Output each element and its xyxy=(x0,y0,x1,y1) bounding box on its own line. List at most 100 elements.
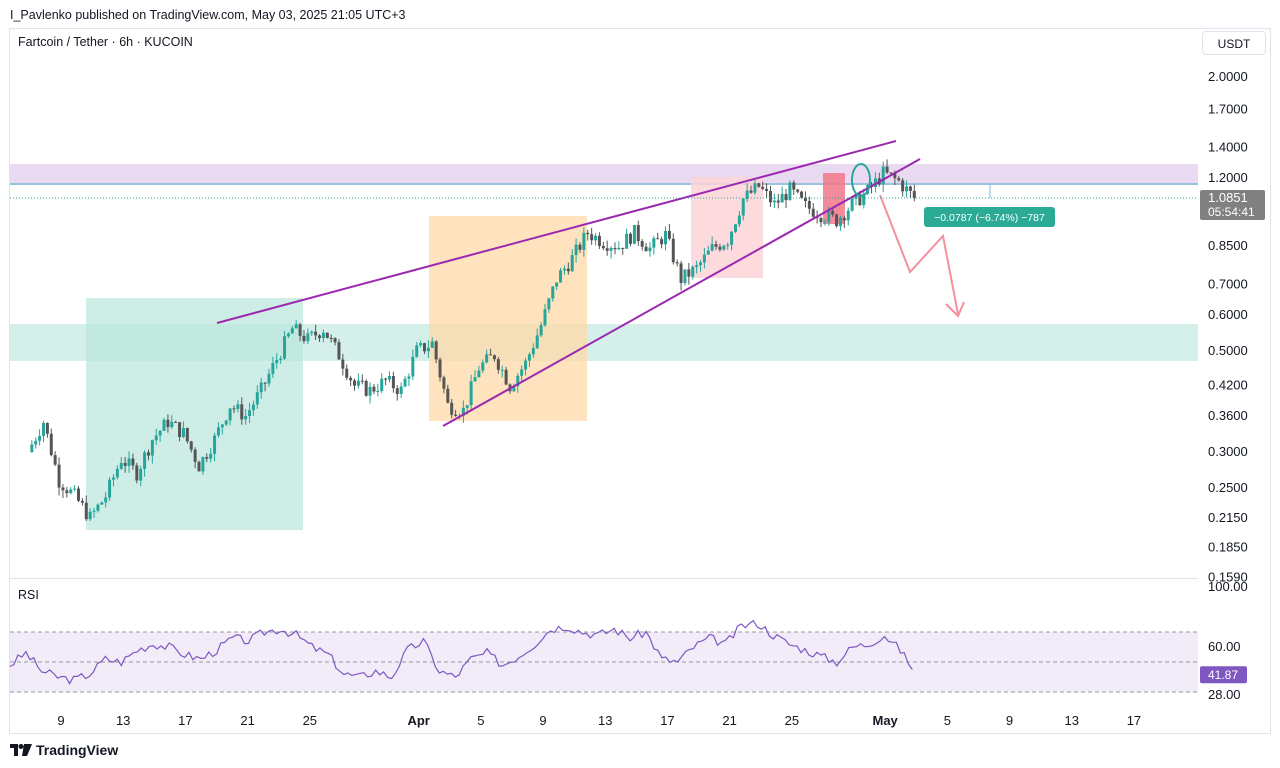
candle-body xyxy=(111,477,115,480)
candle-body xyxy=(127,458,131,466)
price-tick-label: 1.2000 xyxy=(1208,170,1248,185)
candle-body xyxy=(329,337,333,339)
candle-body xyxy=(76,488,80,501)
candle-body xyxy=(294,324,298,329)
candle-body xyxy=(279,358,283,361)
candle-body xyxy=(609,247,613,251)
candle-body xyxy=(893,173,897,179)
candle-body xyxy=(854,193,858,199)
candle-body xyxy=(135,465,139,481)
teal-box xyxy=(86,298,303,530)
candle-body xyxy=(213,435,217,454)
candle-body xyxy=(636,225,640,242)
time-tick-label: 9 xyxy=(57,713,64,728)
candle-body xyxy=(189,441,193,450)
change-badge-text: −0.0787 (−6.74%) −787 xyxy=(934,212,1045,224)
candle-body xyxy=(605,248,609,251)
candle-body xyxy=(84,502,88,520)
pane-separator[interactable] xyxy=(10,578,1198,579)
candle-body xyxy=(539,325,543,336)
candle-body xyxy=(485,354,489,363)
candle-body xyxy=(251,404,255,411)
candle-body xyxy=(500,369,504,371)
candle-body xyxy=(310,331,314,334)
candle-body xyxy=(380,378,384,392)
candle-body xyxy=(901,180,905,192)
candle-body xyxy=(578,244,582,250)
candle-body xyxy=(761,186,765,189)
candle-body xyxy=(143,452,147,469)
time-tick-label: 5 xyxy=(477,713,484,728)
price-tick-label: 0.2150 xyxy=(1208,510,1248,525)
candle-body xyxy=(679,263,683,284)
candle-body xyxy=(387,376,391,380)
candle-body xyxy=(656,238,660,240)
candle-body xyxy=(197,461,201,472)
candle-body xyxy=(236,404,240,409)
candle-body xyxy=(446,388,450,403)
price-tick-label: 0.1590 xyxy=(1208,569,1248,584)
candle-body xyxy=(718,246,722,250)
price-tick-label: 0.5000 xyxy=(1208,343,1248,358)
candle-body xyxy=(115,468,119,478)
candle-body xyxy=(582,232,586,250)
candle-body xyxy=(675,262,679,264)
candle-body xyxy=(181,428,185,437)
candle-body xyxy=(842,217,846,221)
candle-body xyxy=(356,380,360,386)
candle-body xyxy=(535,335,539,349)
candle-body xyxy=(768,190,772,203)
candle-body xyxy=(53,455,57,465)
candle-body xyxy=(520,369,524,376)
candle-body xyxy=(434,341,438,360)
candle-body xyxy=(492,355,496,360)
candle-body xyxy=(407,376,411,379)
candle-body xyxy=(504,369,508,385)
candle-body xyxy=(69,489,73,494)
candle-body xyxy=(263,382,267,384)
candle-body xyxy=(543,309,547,326)
candle-body xyxy=(395,388,399,394)
candle-body xyxy=(461,407,465,416)
candle-body xyxy=(687,269,691,277)
candle-body xyxy=(730,231,734,245)
candle-body xyxy=(162,419,166,431)
candle-body xyxy=(625,233,629,249)
time-tick-label: Apr xyxy=(407,713,429,728)
candle-body xyxy=(42,422,46,436)
candle-body xyxy=(481,362,485,371)
rsi-axis: 100.00 60.00 28.00 xyxy=(1208,579,1248,702)
candle-body xyxy=(30,444,34,452)
time-tick-label: 17 xyxy=(660,713,674,728)
drawings-layer xyxy=(10,140,1198,427)
price-tick-label: 0.6000 xyxy=(1208,307,1248,322)
candle-body xyxy=(228,408,232,421)
tradingview-logo[interactable]: TradingView xyxy=(10,742,118,758)
candle-body xyxy=(345,368,349,378)
candle-body xyxy=(644,246,648,252)
candle-body xyxy=(302,335,306,342)
candle-body xyxy=(489,354,493,356)
candle-body xyxy=(205,457,209,459)
candle-body xyxy=(807,201,811,209)
candle-body xyxy=(49,433,53,456)
candle-body xyxy=(255,392,259,405)
candle-body xyxy=(912,190,916,198)
rsi-line xyxy=(9,619,913,685)
rsi-badge-value: 41.87 xyxy=(1208,668,1238,682)
candle-body xyxy=(438,359,442,378)
symbol-title[interactable]: Fartcoin / Tether · 6h · KUCOIN xyxy=(18,35,193,49)
candle-body xyxy=(123,462,127,466)
candle-body xyxy=(283,336,287,359)
candle-body xyxy=(146,452,150,456)
candle-body xyxy=(325,332,329,338)
candle-body xyxy=(776,200,780,203)
currency-button[interactable]: USDT xyxy=(1202,31,1266,55)
chart-frame xyxy=(9,28,1271,734)
candle-body xyxy=(193,449,197,462)
candle-body xyxy=(788,182,792,201)
candle-body xyxy=(601,245,605,249)
price-tick-label: 0.2500 xyxy=(1208,480,1248,495)
